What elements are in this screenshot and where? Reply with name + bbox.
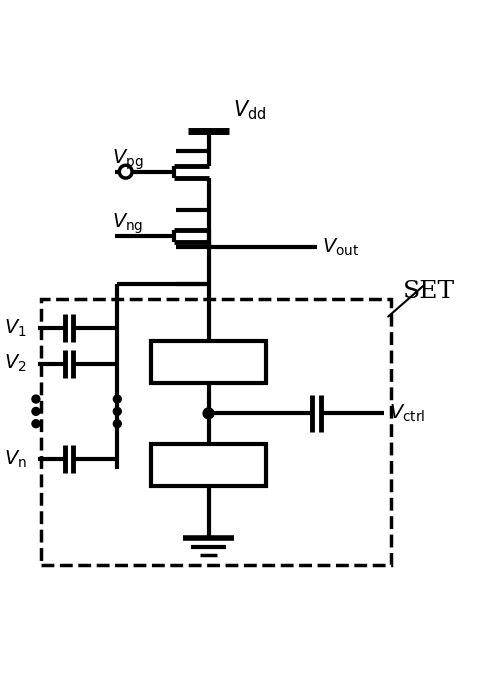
Circle shape (32, 395, 40, 403)
Circle shape (203, 408, 214, 419)
Text: $V_{\mathrm{ctrl}}$: $V_{\mathrm{ctrl}}$ (388, 403, 425, 424)
Circle shape (114, 420, 121, 427)
Text: $V_{\mathrm{ng}}$: $V_{\mathrm{ng}}$ (113, 211, 144, 236)
Text: SET: SET (403, 280, 455, 303)
Circle shape (32, 407, 40, 416)
Circle shape (114, 407, 121, 416)
Text: $V_{2}$: $V_{2}$ (4, 353, 26, 374)
Text: $V_{1}$: $V_{1}$ (4, 317, 27, 339)
Text: $V_{\mathrm{pg}}$: $V_{\mathrm{pg}}$ (113, 147, 144, 172)
Text: $V_{\mathrm{n}}$: $V_{\mathrm{n}}$ (4, 448, 27, 470)
Circle shape (32, 420, 40, 427)
Bar (151, 340, 266, 383)
Bar (41, 299, 391, 565)
Circle shape (114, 395, 121, 403)
Text: $V_{\mathrm{out}}$: $V_{\mathrm{out}}$ (322, 236, 359, 258)
Bar (151, 444, 266, 486)
Text: $V_{\mathrm{dd}}$: $V_{\mathrm{dd}}$ (233, 99, 267, 122)
